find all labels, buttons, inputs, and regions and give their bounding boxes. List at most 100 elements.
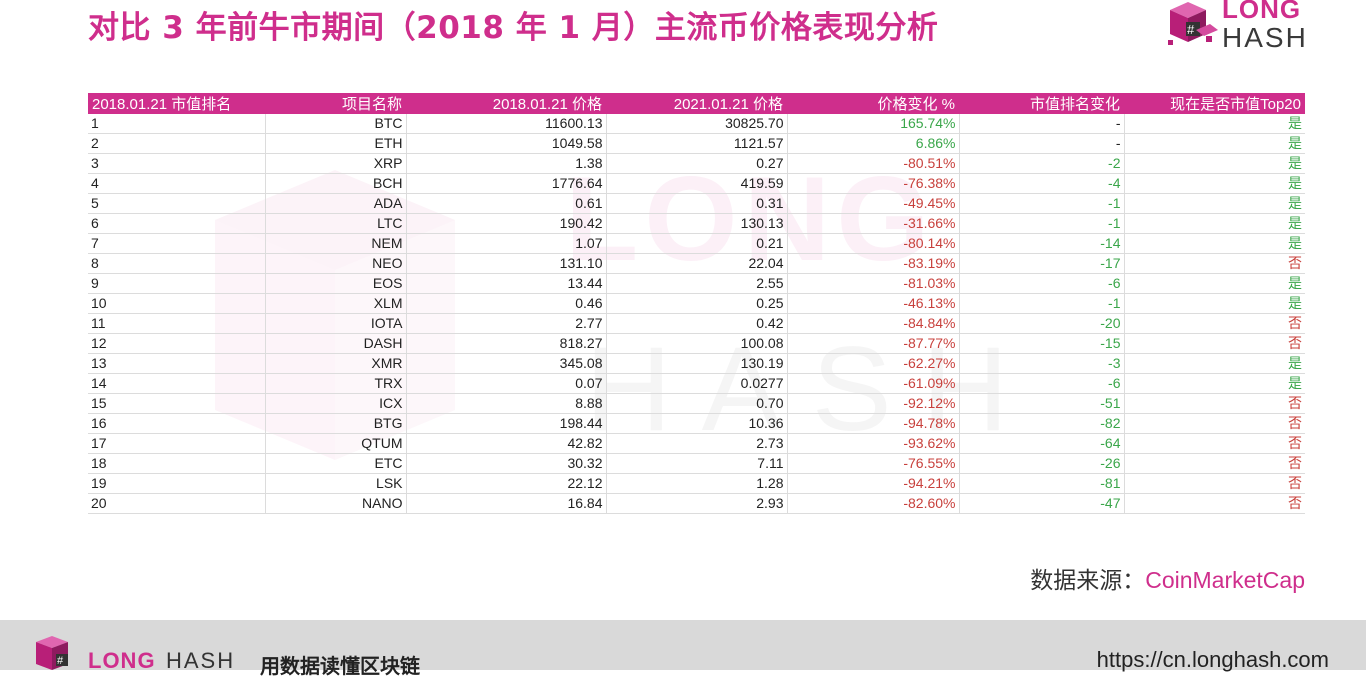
cell-rank: 13 xyxy=(88,353,266,374)
cell-price-2018: 30.32 xyxy=(406,453,607,474)
cell-rank: 3 xyxy=(88,153,266,174)
cell-rank-change: - xyxy=(959,114,1125,134)
cell-price-2018: 2.77 xyxy=(406,313,607,334)
cell-top20: 是 xyxy=(1124,293,1305,314)
page-title: 对比 3 年前牛市期间（2018 年 1 月）主流币价格表现分析 xyxy=(88,10,939,46)
cell-project-name: LSK xyxy=(265,473,407,494)
cell-price-2021: 2.93 xyxy=(606,493,788,514)
cell-project-name: XLM xyxy=(265,293,407,314)
cell-rank: 5 xyxy=(88,193,266,214)
footer-logo-hash: HASH xyxy=(166,648,236,673)
table-row: 20 NANO 16.84 2.93 -82.60% -47 否 xyxy=(88,493,1305,514)
cell-project-name: EOS xyxy=(265,273,407,294)
cell-rank: 8 xyxy=(88,253,266,274)
table-row: 7 NEM 1.07 0.21 -80.14% -14 是 xyxy=(88,233,1305,254)
brand-logo: # LONG HASH xyxy=(1166,0,1316,56)
header-top20: 现在是否市值Top20 xyxy=(1124,93,1305,114)
footer-logo-long: LONG xyxy=(88,648,156,673)
cell-rank-change: -6 xyxy=(959,373,1125,394)
cell-price-change: -94.78% xyxy=(787,413,960,434)
cell-rank-change: -47 xyxy=(959,493,1125,514)
cell-top20: 否 xyxy=(1124,453,1305,474)
table-row: 10 XLM 0.46 0.25 -46.13% -1 是 xyxy=(88,293,1305,314)
cell-price-2018: 190.42 xyxy=(406,213,607,234)
cell-top20: 是 xyxy=(1124,173,1305,194)
cell-rank: 4 xyxy=(88,173,266,194)
source-value: CoinMarketCap xyxy=(1145,567,1305,593)
cell-price-2018: 198.44 xyxy=(406,413,607,434)
cell-project-name: NEM xyxy=(265,233,407,254)
cell-rank: 17 xyxy=(88,433,266,454)
cell-rank: 15 xyxy=(88,393,266,414)
cell-top20: 是 xyxy=(1124,273,1305,294)
cell-price-2021: 1121.57 xyxy=(606,133,788,154)
cell-project-name: ICX xyxy=(265,393,407,414)
table-row: 14 TRX 0.07 0.0277 -61.09% -6 是 xyxy=(88,373,1305,394)
cell-rank: 2 xyxy=(88,133,266,154)
cell-price-change: -80.14% xyxy=(787,233,960,254)
cell-rank: 12 xyxy=(88,333,266,354)
cell-project-name: XRP xyxy=(265,153,407,174)
cell-price-change: -93.62% xyxy=(787,433,960,454)
cell-project-name: QTUM xyxy=(265,433,407,454)
cell-price-change: -76.38% xyxy=(787,173,960,194)
cell-price-2021: 130.19 xyxy=(606,353,788,374)
header-price-2018: 2018.01.21 价格 xyxy=(406,93,606,114)
cell-price-2021: 22.04 xyxy=(606,253,788,274)
cell-project-name: BTG xyxy=(265,413,407,434)
footer-slogan: 用数据读懂区块链 xyxy=(260,654,420,678)
cell-rank: 20 xyxy=(88,493,266,514)
cell-price-2021: 0.27 xyxy=(606,153,788,174)
cell-price-2018: 0.07 xyxy=(406,373,607,394)
cell-top20: 否 xyxy=(1124,413,1305,434)
table-row: 13 XMR 345.08 130.19 -62.27% -3 是 xyxy=(88,353,1305,374)
cell-price-2021: 0.21 xyxy=(606,233,788,254)
cell-price-2018: 8.88 xyxy=(406,393,607,414)
cell-price-2018: 11600.13 xyxy=(406,114,607,134)
cell-project-name: BCH xyxy=(265,173,407,194)
cell-rank: 9 xyxy=(88,273,266,294)
cell-project-name: ETC xyxy=(265,453,407,474)
cell-rank-change: -3 xyxy=(959,353,1125,374)
cell-top20: 否 xyxy=(1124,333,1305,354)
cell-price-2018: 13.44 xyxy=(406,273,607,294)
cell-price-change: -92.12% xyxy=(787,393,960,414)
cell-rank-change: -26 xyxy=(959,453,1125,474)
cell-price-change: 6.86% xyxy=(787,133,960,154)
table-row: 18 ETC 30.32 7.11 -76.55% -26 否 xyxy=(88,453,1305,474)
cell-top20: 是 xyxy=(1124,133,1305,154)
table-header-row: 2018.01.21 市值排名 项目名称 2018.01.21 价格 2021.… xyxy=(88,93,1305,114)
cell-top20: 否 xyxy=(1124,493,1305,514)
cell-project-name: ETH xyxy=(265,133,407,154)
table-row: 11 IOTA 2.77 0.42 -84.84% -20 否 xyxy=(88,313,1305,334)
cell-project-name: XMR xyxy=(265,353,407,374)
cell-top20: 否 xyxy=(1124,433,1305,454)
cell-rank-change: -2 xyxy=(959,153,1125,174)
cell-rank: 14 xyxy=(88,373,266,394)
cell-price-2021: 130.13 xyxy=(606,213,788,234)
cell-rank: 19 xyxy=(88,473,266,494)
footer-url[interactable]: https://cn.longhash.com xyxy=(1096,647,1329,672)
cell-rank: 18 xyxy=(88,453,266,474)
table-row: 5 ADA 0.61 0.31 -49.45% -1 是 xyxy=(88,193,1305,214)
cell-price-2021: 30825.70 xyxy=(606,114,788,134)
header-price-change: 价格变化 % xyxy=(787,93,959,114)
cell-price-change: 165.74% xyxy=(787,114,960,134)
footer-cube-icon: # xyxy=(36,636,68,670)
cell-price-change: -62.27% xyxy=(787,353,960,374)
data-source: 数据来源：CoinMarketCap xyxy=(1030,561,1305,595)
logo-word-hash: HASH xyxy=(1222,22,1308,53)
cell-price-2018: 818.27 xyxy=(406,333,607,354)
cell-project-name: NEO xyxy=(265,253,407,274)
table-row: 15 ICX 8.88 0.70 -92.12% -51 否 xyxy=(88,393,1305,414)
cell-rank: 11 xyxy=(88,313,266,334)
cell-project-name: ADA xyxy=(265,193,407,214)
cell-rank-change: -51 xyxy=(959,393,1125,414)
cell-rank: 16 xyxy=(88,413,266,434)
cell-project-name: LTC xyxy=(265,213,407,234)
cell-price-2018: 0.61 xyxy=(406,193,607,214)
cell-rank: 1 xyxy=(88,114,266,134)
table-row: 1 BTC 11600.13 30825.70 165.74% - 是 xyxy=(88,114,1305,134)
cell-price-change: -49.45% xyxy=(787,193,960,214)
cell-price-change: -83.19% xyxy=(787,253,960,274)
